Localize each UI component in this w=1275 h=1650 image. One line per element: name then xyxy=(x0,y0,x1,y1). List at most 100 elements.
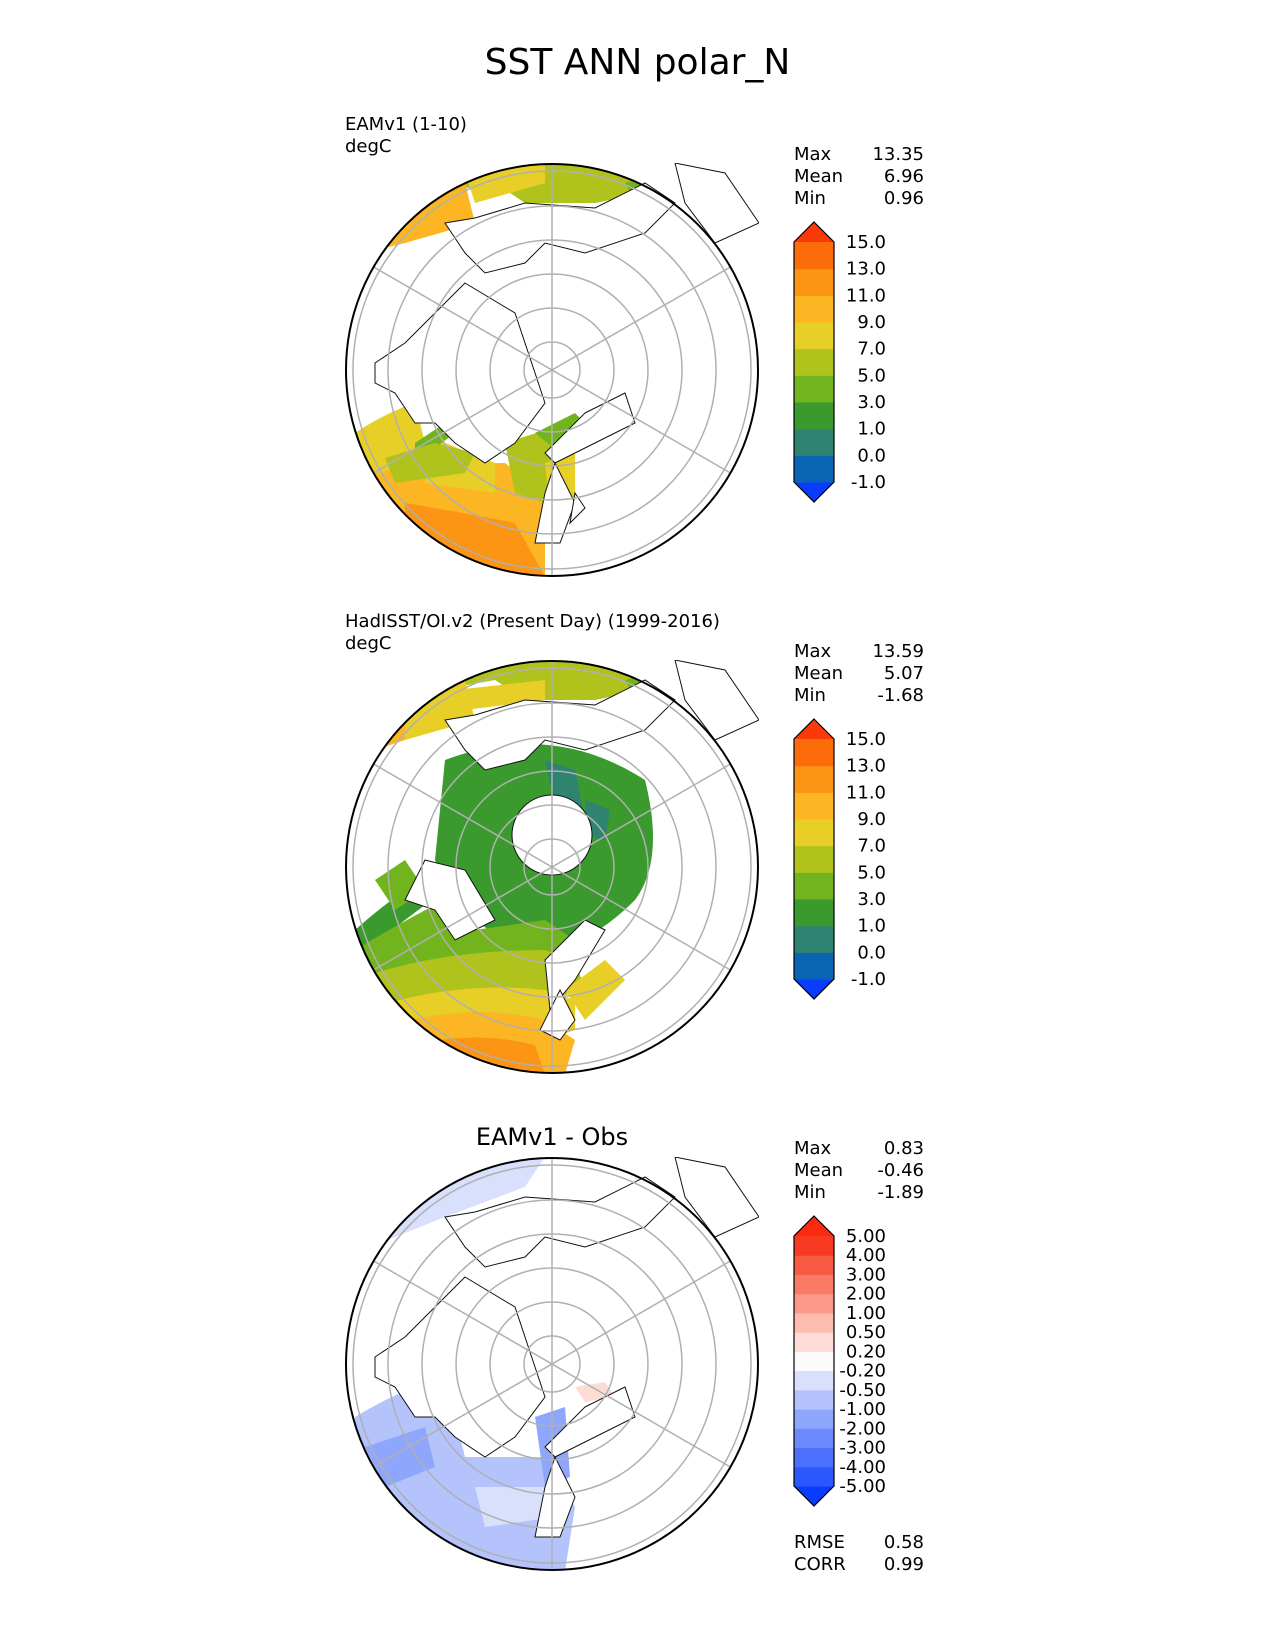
panel2-map xyxy=(345,660,759,1074)
panel1-colorbar-segment xyxy=(794,428,834,456)
panel2-map-border xyxy=(345,660,759,1074)
panel2-colorbar-segment xyxy=(794,765,834,793)
panel3-colorbar-segment xyxy=(794,1274,834,1295)
panel1-colorbar-segment xyxy=(794,402,834,430)
panel1-colorbar-segment xyxy=(794,222,834,242)
panel2-colorbar-outline xyxy=(793,718,835,1000)
panel2-graticule xyxy=(352,661,752,1073)
panel2-colorbar-tick-label: 11.0 xyxy=(846,782,886,803)
panel3-colorbar-tick-label: 0.20 xyxy=(846,1341,886,1362)
panel3-colorbar-tick-label: -0.20 xyxy=(839,1361,886,1382)
panel3-colorbar-tick-label: -5.00 xyxy=(839,1476,886,1497)
panel2-colorbar-segment xyxy=(794,899,834,927)
panel1-max-label: Max xyxy=(794,144,832,165)
panel1-mean-value: 6.96 xyxy=(883,166,924,187)
panel1-colorbar-tick-label: 7.0 xyxy=(857,339,886,360)
panel3-graticule xyxy=(352,1158,752,1570)
panel1-colorbar-tick-label: 5.0 xyxy=(857,365,886,386)
panel2-title: HadISST/OI.v2 (Present Day) (1999-2016) xyxy=(345,611,720,632)
panel2-colorbar-segment xyxy=(794,952,834,980)
panel1-min-value: 0.96 xyxy=(883,188,924,209)
panel3-colorbar-segment xyxy=(794,1293,834,1314)
panel3-colorbar-segment xyxy=(794,1447,834,1468)
panel3-mean-value: -0.46 xyxy=(877,1160,924,1181)
panel1-title: EAMv1 (1-10) xyxy=(345,114,467,135)
panel1-map xyxy=(345,163,759,577)
panel1-colorbar-tick-label: -1.0 xyxy=(851,472,886,493)
panel1-label: EAMv1 (1-10) degC xyxy=(345,114,467,158)
panel3-colorbar-tick-label: 5.00 xyxy=(846,1226,886,1247)
panel2-colorbar-segment xyxy=(794,979,834,999)
panel1-colorbar-tick-label: 13.0 xyxy=(846,259,886,280)
panel1-stats: Max 13.35 Mean 6.96 Min 0.96 xyxy=(794,144,924,210)
panel2-mean-value: 5.07 xyxy=(883,663,924,684)
panel2-colorbar-segment xyxy=(794,792,834,820)
panel3-max-value: 0.83 xyxy=(883,1138,924,1159)
panel1-graticule xyxy=(352,164,752,576)
panel2-colorbar-tick-label: 9.0 xyxy=(857,809,886,830)
corr-label: CORR xyxy=(794,1554,846,1575)
panel1-colorbar-tick-label: 15.0 xyxy=(846,232,886,253)
panel1-colorbar-segment xyxy=(794,348,834,376)
panel1-colorbar-tick-label: 9.0 xyxy=(857,312,886,333)
panel2-colorbar-segment xyxy=(794,845,834,873)
panel2-colorbar-tick-label: 5.0 xyxy=(857,862,886,883)
panel3-colorbar-segment xyxy=(794,1332,834,1352)
panel2-colorbar-segment xyxy=(794,819,834,847)
panel1-max-value: 13.35 xyxy=(872,144,924,165)
panel1-mean-label: Mean xyxy=(794,166,844,187)
panel3-metrics: RMSE 0.58 CORR 0.99 xyxy=(794,1532,924,1576)
panel1-colorbar-segment xyxy=(794,295,834,323)
panel2-colorbar-tick-label: 3.0 xyxy=(857,889,886,910)
panel2-colorbar-segment xyxy=(794,719,834,739)
panel3-colorbar-segment xyxy=(794,1236,834,1256)
panel3-map xyxy=(345,1157,759,1571)
panel3-stats: Max 0.83 Mean -0.46 Min -1.89 xyxy=(794,1138,924,1204)
panel3-map-border xyxy=(345,1157,759,1571)
panel3-min-label: Min xyxy=(794,1182,826,1203)
panel3-colorbar-segment xyxy=(794,1351,834,1372)
panel3-title: EAMv1 - Obs xyxy=(475,1123,629,1151)
panel2-colorbar-tick-label: 15.0 xyxy=(846,729,886,750)
panel2-max-value: 13.59 xyxy=(872,641,924,662)
panel3-colorbar-tick-label: -0.50 xyxy=(839,1380,886,1401)
panel3-mean-label: Mean xyxy=(794,1160,844,1181)
panel1-colorbar-segment xyxy=(794,242,834,270)
panel2-colorbar-segment xyxy=(794,872,834,900)
panel1-units: degC xyxy=(345,136,392,157)
panel3-colorbar-tick-label: 3.00 xyxy=(846,1264,886,1285)
panel2-colorbar: -1.0 0.0 1.0 3.0 5.0 7.0 9.0 11.0 13.0 15.0 xyxy=(793,718,886,1000)
panel3-max-label: Max xyxy=(794,1138,832,1159)
panel1-colorbar-tick-label: 1.0 xyxy=(857,419,886,440)
rmse-value: 0.58 xyxy=(883,1532,924,1553)
panel1-colorbar-tick-label: 0.0 xyxy=(857,445,886,466)
panel3-colorbar-tick-label: -3.00 xyxy=(839,1438,886,1459)
panel3-colorbar-segment xyxy=(794,1370,834,1391)
panel3-colorbar-outline xyxy=(793,1215,835,1507)
panel2-colorbar-tick-label: 1.0 xyxy=(857,916,886,937)
corr-value: 0.99 xyxy=(883,1554,924,1575)
panel2-colorbar-tick-label: 0.0 xyxy=(857,942,886,963)
panel2-units: degC xyxy=(345,633,392,654)
panel1-map-border xyxy=(345,163,759,577)
panel2-min-value: -1.68 xyxy=(877,685,924,706)
panel1-colorbar-outline xyxy=(793,221,835,503)
panel1-colorbar-tick-label: 3.0 xyxy=(857,392,886,413)
panel3-colorbar-segment xyxy=(794,1428,834,1449)
panel3-min-value: -1.89 xyxy=(877,1182,924,1203)
panel1-colorbar-segment xyxy=(794,322,834,350)
panel2-min-label: Min xyxy=(794,685,826,706)
panel2-max-label: Max xyxy=(794,641,832,662)
panel2-label: HadISST/OI.v2 (Present Day) (1999-2016) … xyxy=(345,611,720,655)
panel3-colorbar-tick-label: 4.00 xyxy=(846,1245,886,1266)
panel2-colorbar-segment xyxy=(794,739,834,767)
panel1-min-label: Min xyxy=(794,188,826,209)
panel2-mean-label: Mean xyxy=(794,663,844,684)
panel3-colorbar-tick-label: 0.50 xyxy=(846,1322,886,1343)
panel3-colorbar-segment xyxy=(794,1216,834,1236)
panel3-colorbar-segment xyxy=(794,1409,834,1429)
panel1-colorbar-segment xyxy=(794,375,834,403)
panel3-colorbar-segment xyxy=(794,1255,834,1275)
panel1-colorbar-tick-label: 11.0 xyxy=(846,285,886,306)
panel3-colorbar-segment xyxy=(794,1486,834,1506)
